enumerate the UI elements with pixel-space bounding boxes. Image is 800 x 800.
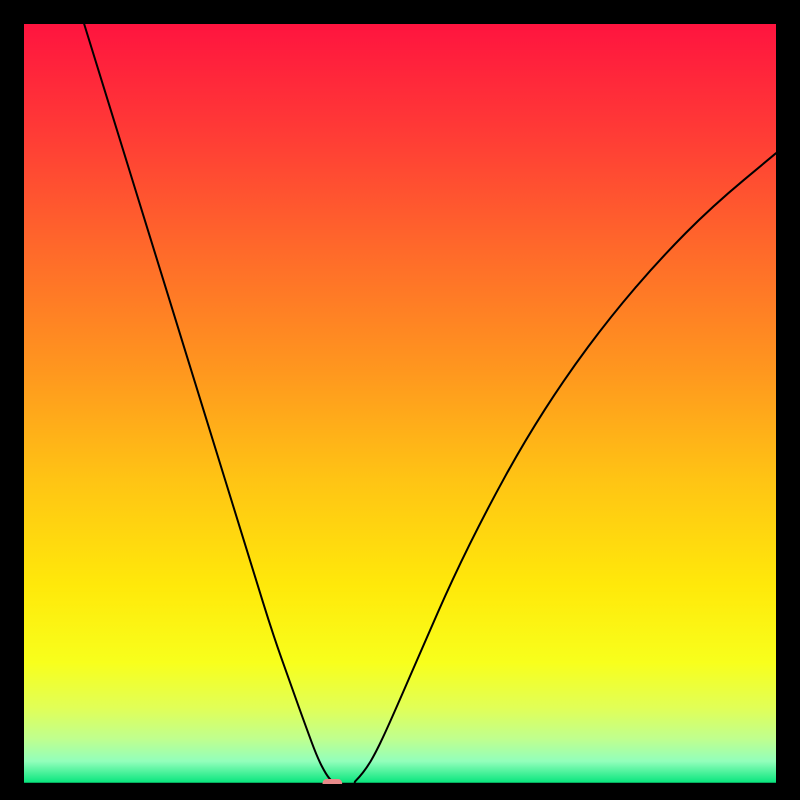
frame-left [0, 0, 24, 800]
frame-bottom [0, 784, 800, 800]
chart-background [24, 24, 776, 784]
frame-right [776, 0, 800, 800]
bottleneck-chart [0, 0, 800, 800]
frame-top [0, 0, 800, 24]
